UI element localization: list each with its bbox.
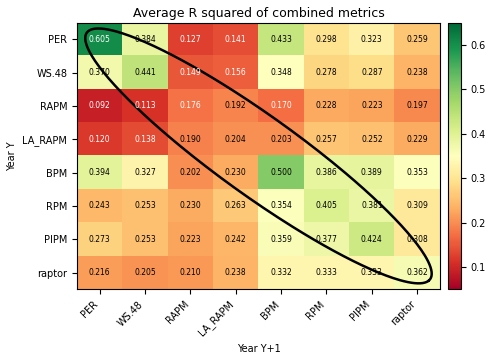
Text: 0.259: 0.259 [406,35,428,44]
Text: 0.386: 0.386 [316,168,337,177]
Text: 0.278: 0.278 [316,68,337,77]
Text: 0.141: 0.141 [225,35,246,44]
Text: 0.176: 0.176 [179,101,201,110]
Text: 0.127: 0.127 [179,35,201,44]
Text: 0.092: 0.092 [89,101,110,110]
Text: 0.370: 0.370 [89,68,111,77]
Text: 0.433: 0.433 [270,35,292,44]
Text: 0.273: 0.273 [89,235,110,244]
Text: 0.170: 0.170 [270,101,292,110]
Text: 0.327: 0.327 [134,168,156,177]
X-axis label: Year Y+1: Year Y+1 [237,344,281,354]
Text: 0.238: 0.238 [406,68,428,77]
Text: 0.323: 0.323 [361,35,383,44]
Text: 0.257: 0.257 [316,135,337,144]
Text: 0.210: 0.210 [179,268,201,277]
Text: 0.242: 0.242 [225,235,246,244]
Text: 0.253: 0.253 [134,235,156,244]
Text: 0.230: 0.230 [179,201,201,210]
Text: 0.223: 0.223 [361,101,383,110]
Text: 0.424: 0.424 [361,235,383,244]
Text: 0.192: 0.192 [225,101,246,110]
Text: 0.238: 0.238 [225,268,246,277]
Text: 0.500: 0.500 [270,168,292,177]
Text: 0.389: 0.389 [361,168,383,177]
Text: 0.263: 0.263 [225,201,246,210]
Text: 0.230: 0.230 [225,168,246,177]
Text: 0.223: 0.223 [179,235,201,244]
Text: 0.197: 0.197 [406,101,428,110]
Text: 0.377: 0.377 [316,235,337,244]
Text: 0.229: 0.229 [406,135,428,144]
Text: 0.384: 0.384 [134,35,156,44]
Text: 0.605: 0.605 [89,35,111,44]
Text: 0.441: 0.441 [134,68,156,77]
Text: 0.394: 0.394 [89,168,111,177]
Text: 0.362: 0.362 [406,268,428,277]
Text: 0.309: 0.309 [406,201,428,210]
Text: 0.405: 0.405 [316,201,337,210]
Text: 0.333: 0.333 [361,268,383,277]
Text: 0.202: 0.202 [179,168,201,177]
Text: 0.216: 0.216 [89,268,110,277]
Text: 0.298: 0.298 [316,35,337,44]
Text: 0.120: 0.120 [89,135,110,144]
Text: 0.287: 0.287 [361,68,383,77]
Text: 0.252: 0.252 [361,135,383,144]
Text: 0.308: 0.308 [406,235,428,244]
Text: 0.203: 0.203 [270,135,292,144]
Text: 0.354: 0.354 [270,201,292,210]
Text: 0.156: 0.156 [225,68,246,77]
Text: 0.332: 0.332 [270,268,292,277]
Text: 0.205: 0.205 [134,268,156,277]
Text: 0.253: 0.253 [134,201,156,210]
Text: 0.113: 0.113 [134,101,156,110]
Y-axis label: Year Y: Year Y [7,141,17,171]
Text: 0.333: 0.333 [316,268,337,277]
Text: 0.381: 0.381 [361,201,383,210]
Text: 0.149: 0.149 [179,68,201,77]
Text: 0.190: 0.190 [179,135,201,144]
Text: 0.353: 0.353 [406,168,428,177]
Text: 0.359: 0.359 [270,235,292,244]
Text: 0.243: 0.243 [89,201,110,210]
Title: Average R squared of combined metrics: Average R squared of combined metrics [133,7,385,20]
Text: 0.204: 0.204 [225,135,246,144]
Text: 0.228: 0.228 [316,101,337,110]
Text: 0.138: 0.138 [134,135,156,144]
Text: 0.348: 0.348 [270,68,292,77]
